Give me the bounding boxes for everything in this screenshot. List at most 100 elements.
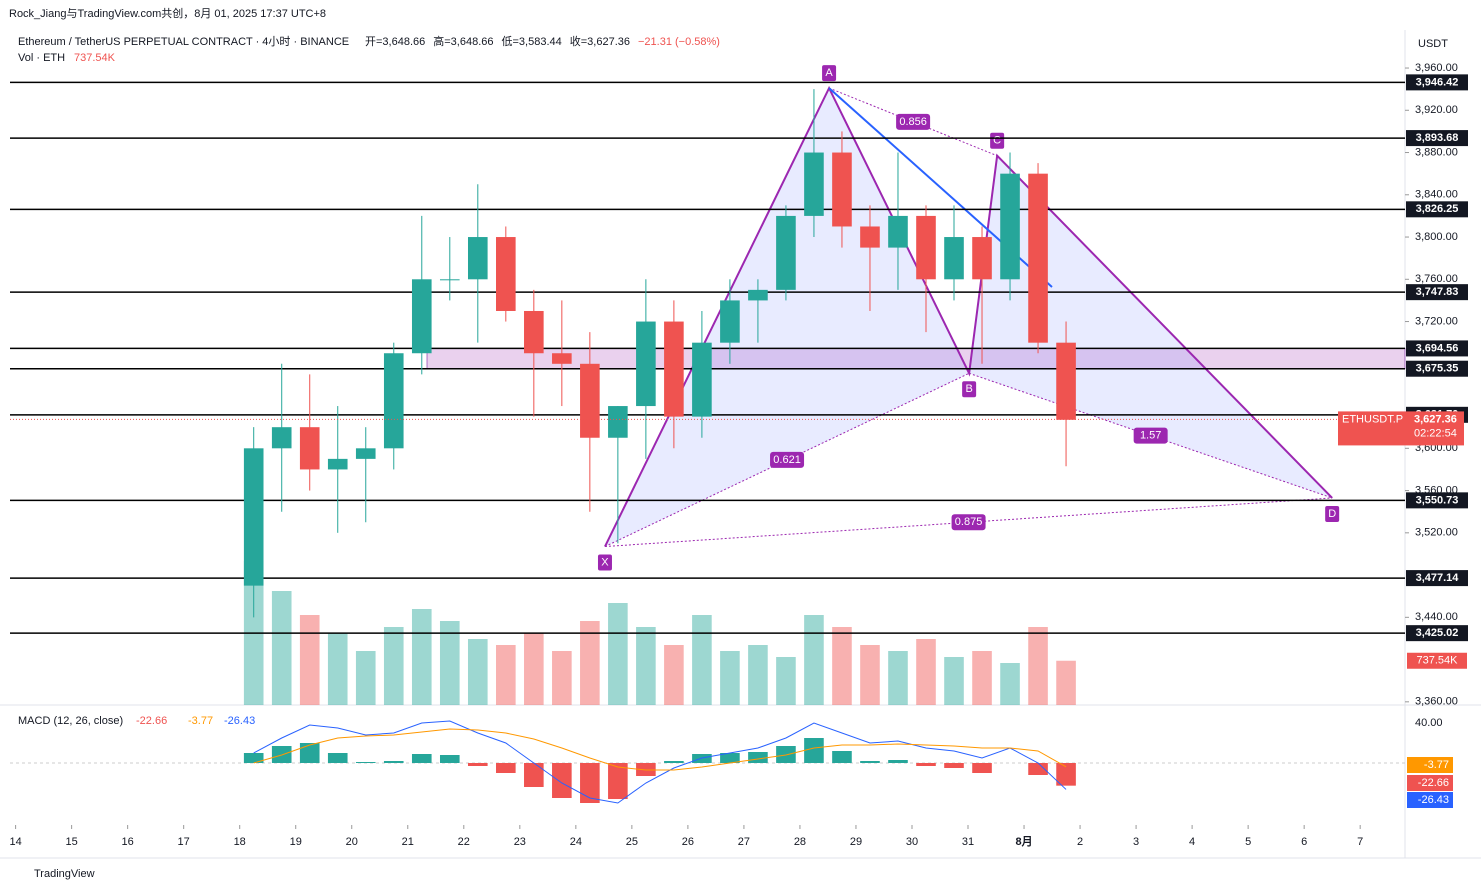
volume-bar: [972, 651, 992, 705]
y-tick-label: 3,960.00: [1415, 62, 1458, 74]
pattern-area: [604, 88, 970, 547]
candle-body: [664, 321, 684, 417]
candle-body: [944, 237, 964, 280]
volume-bar: [580, 621, 600, 705]
volume-bar: [552, 651, 572, 705]
candle-body: [327, 458, 348, 470]
ohlc-text: 收=3,627.36: [570, 34, 630, 48]
level-tag: [1406, 360, 1468, 377]
ratio-box: [1133, 427, 1168, 444]
x-tick-label: 27: [738, 836, 750, 848]
volume-bar: [748, 645, 768, 705]
ratio-box: [896, 113, 931, 130]
candle-body: [692, 342, 712, 417]
point-box: [822, 65, 837, 82]
volume-title: Vol · ETH: [18, 52, 65, 64]
volume-bar: [636, 627, 656, 705]
volume-bar: [411, 609, 432, 705]
level-label: 3,550.73: [1416, 494, 1459, 506]
x-tick-label: 25: [626, 836, 638, 848]
macd-hist: [832, 751, 852, 763]
volume-bar: [664, 645, 684, 705]
candle-body: [1056, 342, 1076, 420]
x-tick-label: 14: [9, 836, 21, 848]
x-tick-label: 29: [850, 836, 862, 848]
x-tick-label: 2: [1077, 836, 1083, 848]
macd-legend-value: -26.43: [224, 715, 255, 727]
signal-line: [253, 728, 1067, 771]
x-tick-label: 30: [906, 836, 918, 848]
candle-body: [636, 321, 656, 407]
last-price-label: 3,627.36: [1414, 413, 1457, 425]
volume-bar: [355, 651, 376, 705]
candle-body: [888, 215, 908, 248]
credit: Rock_Jiang与TradingView.com共创，8月 01, 2025…: [9, 7, 326, 20]
candle-body: [1000, 173, 1020, 280]
volume-tag: [1407, 652, 1467, 669]
volume-bar: [439, 621, 460, 705]
candle-body: [243, 448, 264, 586]
volume-bar: [804, 615, 824, 705]
y-tick-label: 3,800.00: [1415, 231, 1458, 243]
volume-bar: [832, 627, 852, 705]
macd-hist: [608, 763, 628, 799]
level-tag: [1406, 284, 1468, 301]
y-tick-label: 3,760.00: [1415, 273, 1458, 285]
ratio-label: 1.57: [1140, 430, 1161, 442]
volume-bar: [383, 627, 404, 705]
volume-bar: [271, 591, 292, 705]
ratio-label: 0.621: [773, 454, 801, 466]
macd-tag: [1407, 775, 1453, 791]
y-tick-label: 3,720.00: [1415, 315, 1458, 327]
candle-body: [411, 279, 432, 354]
volume-tag-label: 737.54K: [1417, 655, 1459, 667]
volume-bar: [327, 633, 348, 705]
volume-bar: [1056, 660, 1076, 705]
countdown: 02:22:54: [1414, 427, 1457, 439]
candle-body: [972, 237, 992, 280]
ohlc-text: 开=3,648.66: [365, 36, 425, 48]
macd-hist: [243, 753, 264, 763]
point-box: [597, 554, 612, 571]
volume-bar: [608, 603, 628, 705]
candle-body: [524, 310, 544, 354]
level-label: 3,425.02: [1416, 627, 1459, 639]
candle-body: [580, 363, 600, 438]
volume-bar: [524, 633, 544, 705]
x-tick-label: 17: [178, 836, 190, 848]
x-tick-label: 15: [66, 836, 78, 848]
macd-hist: [467, 763, 488, 766]
candle-body: [496, 237, 516, 311]
point-label: X: [601, 556, 609, 568]
ohlc-text: 高=3,648.66: [433, 34, 493, 48]
candle-body: [355, 448, 376, 459]
y-tick-label: 3,520.00: [1415, 527, 1458, 539]
macd-tag-label: -26.43: [1418, 794, 1449, 806]
x-tick-label: 20: [346, 836, 358, 848]
macd-hist: [944, 763, 964, 768]
macd-hist: [552, 763, 572, 798]
x-tick-label: 6: [1301, 836, 1307, 848]
point-label: B: [965, 383, 972, 395]
candle-body: [608, 406, 628, 438]
ratio-box: [770, 451, 805, 468]
brand: TradingView: [34, 868, 95, 880]
x-tick-label: 18: [234, 836, 246, 848]
macd-hist: [327, 753, 348, 763]
ohlc-text: 低=3,583.44: [502, 35, 562, 48]
candle-body: [916, 215, 936, 280]
level-tag: [1406, 74, 1468, 91]
level-tag: [1406, 130, 1468, 147]
x-tick-label: 22: [458, 836, 470, 848]
candle-body: [804, 152, 824, 216]
macd-tag-label: -22.66: [1418, 777, 1449, 789]
level-tag: [1406, 201, 1468, 218]
x-tick-label: 3: [1133, 836, 1139, 848]
macd-hist: [299, 743, 320, 763]
macd-tag: [1407, 792, 1453, 808]
macd-tag: [1407, 757, 1453, 773]
y-tick-label: 3,440.00: [1415, 611, 1458, 623]
macd-hist: [664, 761, 684, 763]
x-tick-label: 31: [962, 836, 974, 848]
